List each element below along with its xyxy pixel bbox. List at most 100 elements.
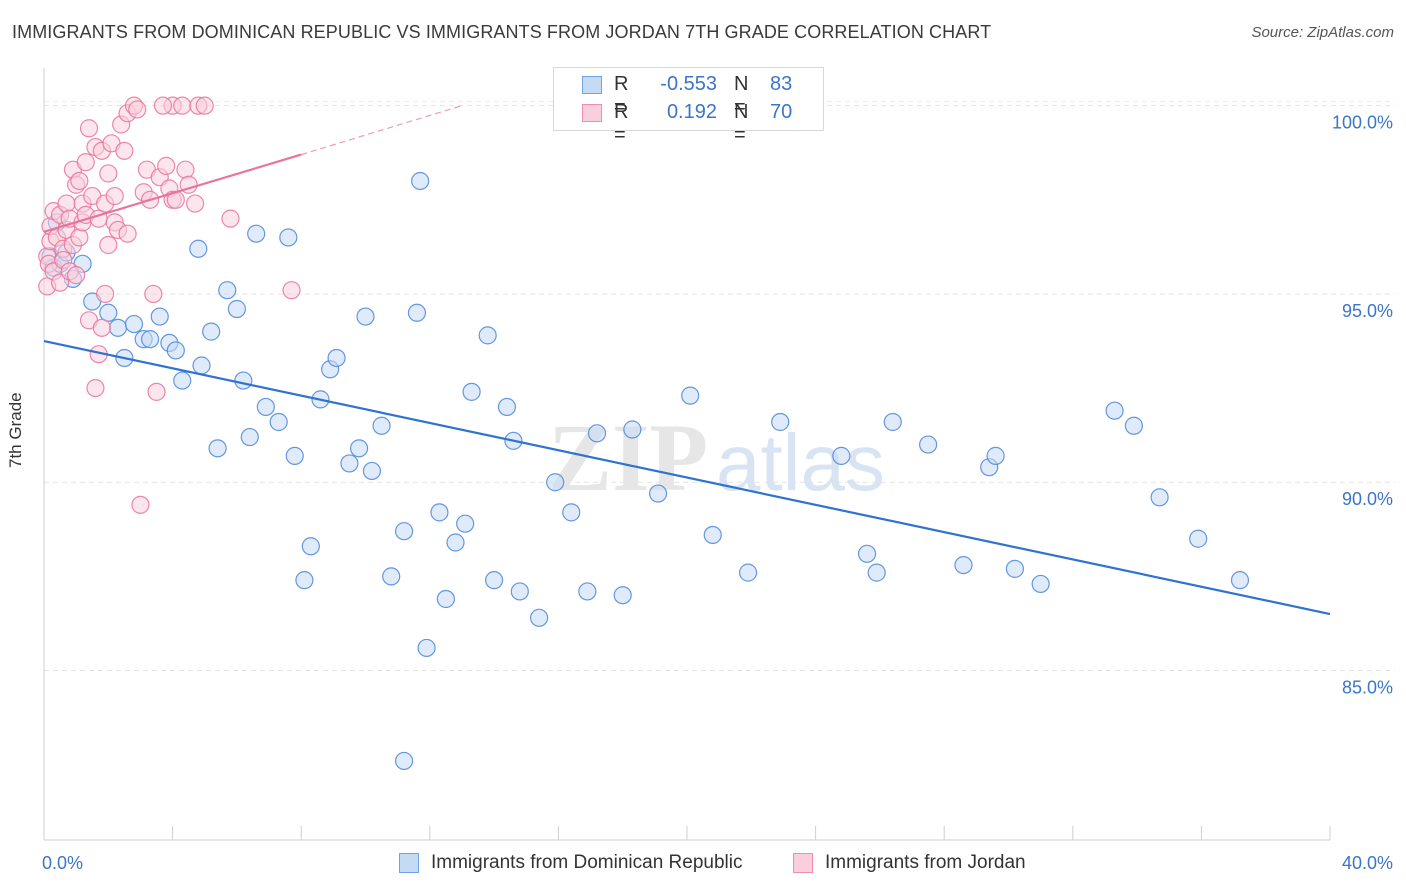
stats-legend: R = -0.553 N = 83 R = 0.192 N = 70 <box>553 67 824 146</box>
legend-n-value: 70 <box>770 101 793 123</box>
watermark-zip: ZIP <box>548 404 708 511</box>
source-label: Source: ZipAtlas.com <box>1251 24 1394 41</box>
x-tick-label-min: 0.0% <box>42 853 83 873</box>
dominican-point <box>192 356 211 375</box>
jordan-point <box>128 100 147 119</box>
dominican-point <box>530 608 549 627</box>
dominican-point <box>269 412 288 432</box>
dominican-point <box>295 571 314 590</box>
dominican-point <box>411 171 430 191</box>
trend-lines <box>43 105 1331 616</box>
dominican-point <box>382 567 401 586</box>
dominican-point <box>173 371 192 390</box>
dominican-point <box>1230 571 1250 590</box>
legend-n-value: 83 <box>770 73 793 95</box>
jordan-point <box>153 96 173 115</box>
jordan-point <box>79 119 99 138</box>
dominican-point <box>1005 559 1025 578</box>
dominican-point <box>648 484 668 503</box>
chart-title: IMMIGRANTS FROM DOMINICAN REPUBLIC VS IM… <box>12 22 992 42</box>
dominican-point <box>394 751 414 771</box>
dominican-point <box>108 318 128 337</box>
dominican-point <box>362 461 382 481</box>
dominican-point <box>150 307 169 326</box>
jordan-point <box>157 156 176 176</box>
jordan-point <box>176 160 195 179</box>
data-points <box>38 96 1250 771</box>
dominican-point <box>485 571 504 590</box>
dominican-point <box>1031 574 1050 594</box>
legend-swatch-jordan <box>793 853 813 873</box>
dominican-point <box>456 514 475 533</box>
jordan-point <box>92 318 111 337</box>
jordan-point <box>195 96 214 115</box>
legend-r-label: R = <box>614 101 629 146</box>
jordan-point <box>95 284 115 304</box>
dominican-point <box>430 503 449 522</box>
dominican-point <box>1189 529 1208 548</box>
legend-swatch-dominican <box>399 853 419 873</box>
dominican-point <box>587 424 607 443</box>
jordan-point <box>221 209 240 228</box>
legend-label-dominican: Immigrants from Dominican Republic <box>431 852 743 873</box>
watermark: ZIP atlas <box>548 404 885 511</box>
jordan-point <box>99 235 118 255</box>
legend-n-label: N = <box>734 73 749 118</box>
dominican-point <box>703 525 722 545</box>
x-tick-label-max: 40.0% <box>1342 853 1393 873</box>
dominican-point <box>867 563 886 582</box>
dominican-point <box>986 446 1005 465</box>
dominican-point <box>327 348 346 368</box>
jordan-point <box>99 164 118 183</box>
jordan-point <box>105 186 124 206</box>
legend-swatch-dominican <box>582 76 602 94</box>
dominican-point <box>771 412 790 432</box>
dominican-point <box>256 397 275 417</box>
dominican-point <box>954 555 973 575</box>
jordan-point <box>173 96 192 115</box>
jordan-point <box>86 378 105 398</box>
y-tick-label: 100.0% <box>1332 113 1393 133</box>
dominican-point <box>478 326 497 345</box>
dominican-point <box>340 454 359 473</box>
dominican-point <box>578 582 597 601</box>
dominican-point <box>857 544 877 563</box>
trend-line-jordan <box>43 153 302 233</box>
jordan-point <box>57 194 76 213</box>
tick-labels: 85.0% 90.0% 95.0% 100.0% 0.0% 40.0% <box>42 113 1393 873</box>
jordan-point <box>282 281 301 300</box>
dominican-point <box>613 586 632 605</box>
jordan-point <box>70 171 89 191</box>
dominican-point <box>417 638 436 658</box>
dominican-point <box>349 439 369 458</box>
dominican-point <box>124 314 144 334</box>
dominican-point <box>140 330 160 349</box>
legend-label-jordan: Immigrants from Jordan <box>825 852 1026 873</box>
y-tick-label: 85.0% <box>1342 678 1393 698</box>
y-tick-label: 90.0% <box>1342 489 1393 509</box>
jordan-point <box>70 228 89 247</box>
trend-line-dominican <box>43 339 1331 616</box>
dominican-point <box>166 341 185 360</box>
axes <box>43 68 1331 841</box>
dominican-point <box>301 537 320 556</box>
dominican-point <box>436 589 455 609</box>
y-tick-label: 95.0% <box>1342 301 1393 321</box>
jordan-point <box>115 141 134 160</box>
dominican-point <box>279 228 298 247</box>
watermark-atlas: atlas <box>716 418 885 507</box>
dominican-point <box>919 435 938 454</box>
dominican-point <box>1150 488 1169 507</box>
dominican-point <box>462 382 481 401</box>
jordan-point <box>147 382 166 401</box>
dominican-point <box>738 563 758 582</box>
dominican-point <box>562 503 581 522</box>
dominican-point <box>546 473 565 492</box>
legend-r-label: R = <box>614 73 629 118</box>
y-axis-label: 7th Grade <box>6 392 25 468</box>
dominican-point <box>623 420 642 439</box>
dominican-point <box>832 446 851 465</box>
jordan-point <box>76 153 95 172</box>
legend-swatch-jordan <box>582 104 602 122</box>
